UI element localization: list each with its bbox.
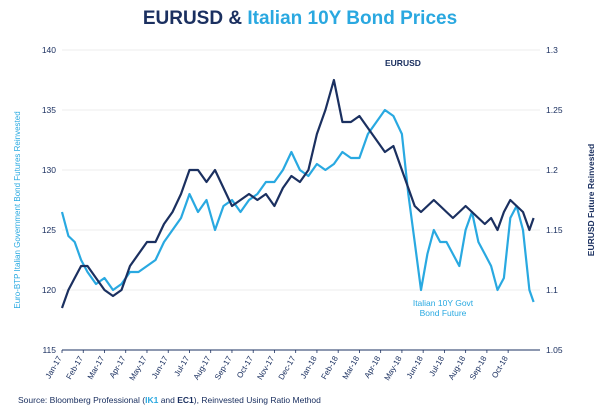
source-code-2: EC1 <box>177 395 194 405</box>
y-tick-left: 140 <box>42 45 56 55</box>
x-axis-ticks: Jan-17 Feb-17 Mar-17 Apr-17 May-17 Jun-17 Jul-… <box>44 350 510 382</box>
y-tick-right: 1.05 <box>546 345 563 355</box>
x-tick-label: May-17 <box>128 354 149 382</box>
y-tick-left: 115 <box>42 345 56 355</box>
annotation-eurusd: EURUSD <box>385 58 421 68</box>
x-tick-label: Oct-18 <box>490 354 510 380</box>
series-lines <box>60 78 535 309</box>
y-tick-right: 1.3 <box>546 45 558 55</box>
y-tick-left: 130 <box>42 165 56 175</box>
x-tick-label: Sep-18 <box>468 354 489 381</box>
y-label-right: EURUSD Future Reinvested <box>586 144 596 256</box>
series-line-eurusd <box>60 78 535 309</box>
x-tick-label: Apr-17 <box>108 354 128 380</box>
x-tick-label: Jan-17 <box>44 354 64 380</box>
x-tick-label: Oct-17 <box>235 354 255 380</box>
y-tick-right: 1.15 <box>546 225 563 235</box>
x-tick-label: Feb-18 <box>319 354 340 381</box>
x-tick-label: Jul-17 <box>173 354 192 378</box>
x-tick-label: Feb-17 <box>65 354 86 381</box>
source-suffix: ), Reinvested Using Ratio Method <box>193 395 321 405</box>
y-tick-right: 1.1 <box>546 285 558 295</box>
x-tick-label: Jun-17 <box>150 354 170 380</box>
annotation-btp-line1: Italian 10Y Govt <box>413 298 474 308</box>
x-tick-label: Mar-18 <box>341 354 362 381</box>
x-tick-label: Aug-17 <box>192 354 213 381</box>
source-note: Source: Bloomberg Professional (IK1 and … <box>18 395 321 405</box>
right-axis-ticks: 1.05 1.1 1.15 1.2 1.25 1.3 <box>546 45 563 355</box>
x-tick-label: Mar-17 <box>86 354 107 381</box>
left-axis-ticks: 115 120 125 130 135 140 <box>42 45 56 355</box>
x-tick-label: Apr-18 <box>363 354 383 380</box>
y-tick-right: 1.2 <box>546 165 558 175</box>
y-tick-left: 135 <box>42 105 56 115</box>
title-part2: Italian 10Y Bond Prices <box>247 8 458 29</box>
source-code-1: IK1 <box>145 395 159 405</box>
source-prefix: Source: Bloomberg Professional ( <box>18 395 146 405</box>
x-tick-label: Nov-17 <box>255 354 276 381</box>
grid <box>62 49 540 291</box>
chart-title: EURUSD & Italian 10Y Bond Prices <box>0 8 600 30</box>
y-tick-left: 125 <box>42 225 56 235</box>
x-tick-label: Jul-18 <box>427 354 446 378</box>
series-line-btp <box>60 108 535 303</box>
x-tick-label: May-18 <box>383 354 404 382</box>
y-tick-right: 1.25 <box>546 105 563 115</box>
x-tick-label: Jan-18 <box>299 354 319 380</box>
annotation-btp-line2: Bond Future <box>420 308 467 318</box>
x-tick-label: Aug-18 <box>447 354 468 381</box>
title-part1: EURUSD <box>142 8 224 29</box>
title-amp: & <box>223 8 248 29</box>
x-tick-label: Jun-18 <box>405 354 425 380</box>
y-label-left-line1: Euro-BTP Italian Government Bond Futures… <box>13 111 22 308</box>
y-tick-left: 120 <box>42 285 56 295</box>
x-tick-label: Sep-17 <box>213 354 234 381</box>
x-tick-label: Dec-17 <box>277 354 298 381</box>
source-and: and <box>158 395 178 405</box>
